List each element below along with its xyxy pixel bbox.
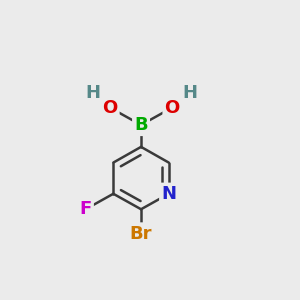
Text: N: N — [161, 185, 176, 203]
Text: O: O — [165, 99, 180, 117]
Text: O: O — [102, 99, 118, 117]
Text: H: H — [182, 84, 197, 102]
Text: F: F — [80, 200, 92, 218]
Text: H: H — [85, 84, 100, 102]
Text: B: B — [134, 116, 148, 134]
Text: Br: Br — [130, 224, 152, 242]
